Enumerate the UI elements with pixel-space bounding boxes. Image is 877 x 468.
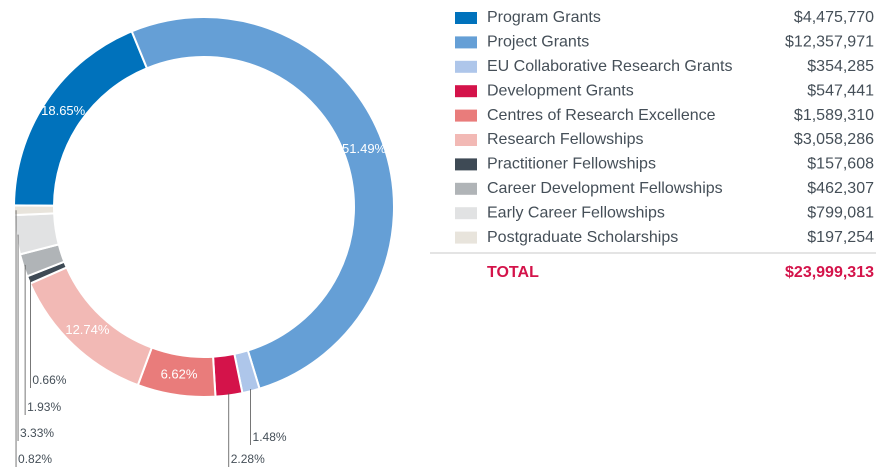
legend-swatch [455,60,477,73]
legend-amount: $462,307 [807,180,874,197]
legend-label: Career Development Fellowships [487,180,723,197]
legend-swatch [455,109,477,122]
slice-label: 0.66% [32,373,66,387]
legend-amount: $1,589,310 [794,107,874,124]
slice-label: 12.74% [65,322,110,337]
slice-label: 18.65% [41,103,86,118]
legend-amount: $3,058,286 [794,131,874,148]
slice-label: 3.33% [20,426,54,440]
legend-swatch [455,158,477,171]
legend-amount: $12,357,971 [785,34,874,51]
legend-label: Postgraduate Scholarships [487,229,678,246]
slice-label: 51.49% [342,141,387,156]
legend-amount: $547,441 [807,82,874,99]
legend-swatch [455,182,477,195]
legend-amount: $197,254 [807,229,874,246]
slice-label: 6.62% [161,367,198,382]
legend-label: Centres of Research Excellence [487,107,716,124]
legend-label: Research Fellowships [487,131,644,148]
legend-swatch [455,207,477,220]
legend-swatch [455,231,477,244]
slice-label: 0.82% [18,452,52,466]
legend-amount: $157,608 [807,156,874,173]
legend-swatch [455,36,477,49]
legend-amount: $354,285 [807,58,874,75]
legend-swatch [455,134,477,146]
slice [12,29,149,207]
legend-swatch [455,85,477,98]
legend-amount: $799,081 [807,204,874,221]
slice [130,16,395,390]
legend-label: Project Grants [487,34,589,51]
legend-label: Practitioner Fellowships [487,156,656,173]
legend-label: Program Grants [487,9,601,26]
legend-amount: $4,475,770 [794,9,874,26]
slice-label: 1.48% [253,430,287,444]
slice-label: 1.93% [27,400,61,414]
legend-label: Development Grants [487,82,634,99]
slice-label: 2.28% [231,452,265,466]
total-value: $23,999,313 [785,264,874,281]
slice [13,204,56,217]
legend-label: EU Collaborative Research Grants [487,58,732,75]
legend-label: Early Career Fellowships [487,204,665,221]
legend-swatch [455,12,477,24]
total-label: TOTAL [487,264,539,281]
